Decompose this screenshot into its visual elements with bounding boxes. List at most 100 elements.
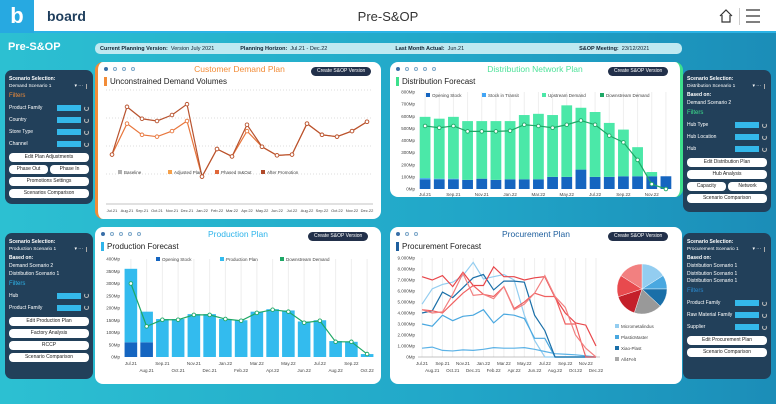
phase-in-button[interactable]: Phase In	[50, 165, 89, 174]
filter-selector[interactable]	[57, 292, 81, 299]
create-sop-version-button[interactable]: Create S&OP Version	[608, 67, 669, 76]
page-dot[interactable]	[122, 67, 126, 71]
filter-selector[interactable]	[735, 312, 759, 318]
create-sop-version-button[interactable]: Create S&OP Version	[311, 67, 372, 76]
data-point[interactable]	[592, 122, 598, 127]
data-point[interactable]	[621, 140, 626, 145]
data-point[interactable]	[578, 118, 584, 123]
opening-stock-bar[interactable]	[462, 179, 473, 189]
data-point[interactable]	[333, 339, 338, 345]
reset-icon[interactable]	[762, 122, 767, 128]
edit-procurement-plan-button[interactable]: Edit Procurement Plan	[687, 336, 767, 345]
scenario-comparison-button[interactable]: Scenario Comparison	[687, 194, 767, 203]
edit-distribution-plan-button[interactable]: Edit Distribution Plan	[687, 158, 767, 167]
data-point[interactable]	[229, 154, 235, 159]
edit-production-plan-button[interactable]: Edit Production Plan	[9, 316, 89, 326]
stock-in-transit-bar[interactable]	[433, 178, 445, 180]
production-plan-bar[interactable]	[124, 268, 138, 343]
data-point[interactable]	[334, 134, 340, 139]
stock-in-transit-bar[interactable]	[448, 178, 459, 180]
scenario-comparison-button[interactable]: Scenario Comparison	[687, 348, 767, 357]
data-point[interactable]	[364, 351, 370, 357]
hub-analysis-button[interactable]: Hub Analysis	[687, 170, 767, 179]
data-point[interactable]	[521, 122, 527, 127]
production-plan-bar[interactable]	[266, 309, 279, 357]
opening-stock-bar[interactable]	[533, 179, 544, 189]
data-point[interactable]	[493, 129, 499, 134]
data-point[interactable]	[606, 133, 612, 138]
opening-stock-bar[interactable]	[575, 169, 587, 189]
data-point[interactable]	[223, 316, 228, 322]
data-point[interactable]	[465, 129, 470, 134]
production-plan-bar[interactable]	[187, 314, 201, 357]
opening-stock-bar[interactable]	[448, 179, 459, 189]
create-sop-version-button[interactable]: Create S&OP Version	[608, 232, 669, 241]
data-point[interactable]	[349, 339, 354, 345]
reset-icon[interactable]	[762, 134, 767, 140]
stock-in-transit-bar[interactable]	[419, 178, 431, 180]
production-plan-bar[interactable]	[171, 319, 185, 357]
production-plan-bar[interactable]	[219, 319, 232, 357]
upstream-demand-bar[interactable]	[476, 121, 488, 179]
page-dot[interactable]	[405, 232, 409, 236]
data-point[interactable]	[289, 152, 295, 157]
data-point[interactable]	[349, 128, 355, 134]
opening-stock-bar[interactable]	[490, 179, 502, 189]
home-icon[interactable]	[718, 8, 734, 24]
page-dot[interactable]	[414, 232, 418, 236]
data-point[interactable]	[270, 307, 275, 312]
data-point[interactable]	[175, 317, 181, 323]
data-point[interactable]	[564, 122, 569, 127]
reset-icon[interactable]	[762, 312, 767, 318]
page-dot[interactable]	[396, 67, 400, 71]
data-point[interactable]	[301, 320, 307, 325]
opening-stock-bar[interactable]	[547, 176, 558, 189]
reset-icon[interactable]	[84, 117, 89, 123]
reset-icon[interactable]	[84, 305, 89, 310]
page-dot[interactable]	[119, 232, 123, 236]
data-point[interactable]	[635, 157, 640, 163]
production-plan-bar[interactable]	[313, 320, 327, 357]
reset-icon[interactable]	[762, 300, 767, 306]
filter-selector[interactable]	[57, 141, 81, 147]
filter-selector[interactable]	[57, 304, 81, 311]
data-point[interactable]	[169, 128, 175, 134]
factory-analysis-button[interactable]: Factory Analysis	[9, 328, 89, 338]
data-point[interactable]	[254, 310, 260, 316]
data-point[interactable]	[479, 129, 484, 134]
create-sop-version-button[interactable]: Create S&OP Version	[308, 232, 369, 241]
page-dot[interactable]	[432, 67, 436, 71]
page-dot[interactable]	[414, 67, 418, 71]
page-dot[interactable]	[423, 67, 427, 71]
filter-selector[interactable]	[57, 117, 81, 123]
filter-selector[interactable]	[735, 300, 759, 306]
reset-icon[interactable]	[84, 293, 89, 298]
opening-stock-bar[interactable]	[589, 176, 601, 189]
promotions-settings-button[interactable]: Promotions Settings	[9, 177, 89, 186]
page-dot[interactable]	[396, 232, 400, 236]
opening-stock-bar[interactable]	[476, 178, 488, 189]
reset-icon[interactable]	[762, 146, 767, 152]
rccp-button[interactable]: RCCP	[9, 340, 89, 350]
data-point[interactable]	[259, 144, 265, 149]
opening-stock-bar[interactable]	[518, 179, 530, 189]
data-point[interactable]	[286, 309, 291, 314]
upstream-demand-bar[interactable]	[575, 107, 587, 170]
production-plan-bar[interactable]	[297, 321, 311, 357]
opening-stock-bar[interactable]	[603, 176, 615, 189]
data-point[interactable]	[207, 312, 212, 318]
production-plan-bar[interactable]	[250, 311, 264, 357]
upstream-demand-bar[interactable]	[618, 129, 629, 177]
filter-selector[interactable]	[735, 146, 759, 152]
opening-stock-bar[interactable]	[419, 179, 431, 189]
hamburger-menu-icon[interactable]	[745, 9, 761, 23]
reset-icon[interactable]	[84, 129, 89, 135]
upstream-demand-bar[interactable]	[589, 112, 601, 177]
upstream-demand-bar[interactable]	[547, 115, 558, 177]
data-point[interactable]	[451, 123, 456, 129]
opening-stock-bar[interactable]	[124, 342, 138, 357]
scenario-dropdown[interactable]: Production Scenario 1 ▾ ⋯	[9, 247, 87, 252]
upstream-demand-bar[interactable]	[433, 118, 445, 179]
page-dot[interactable]	[110, 232, 114, 236]
upstream-demand-bar[interactable]	[646, 172, 658, 177]
